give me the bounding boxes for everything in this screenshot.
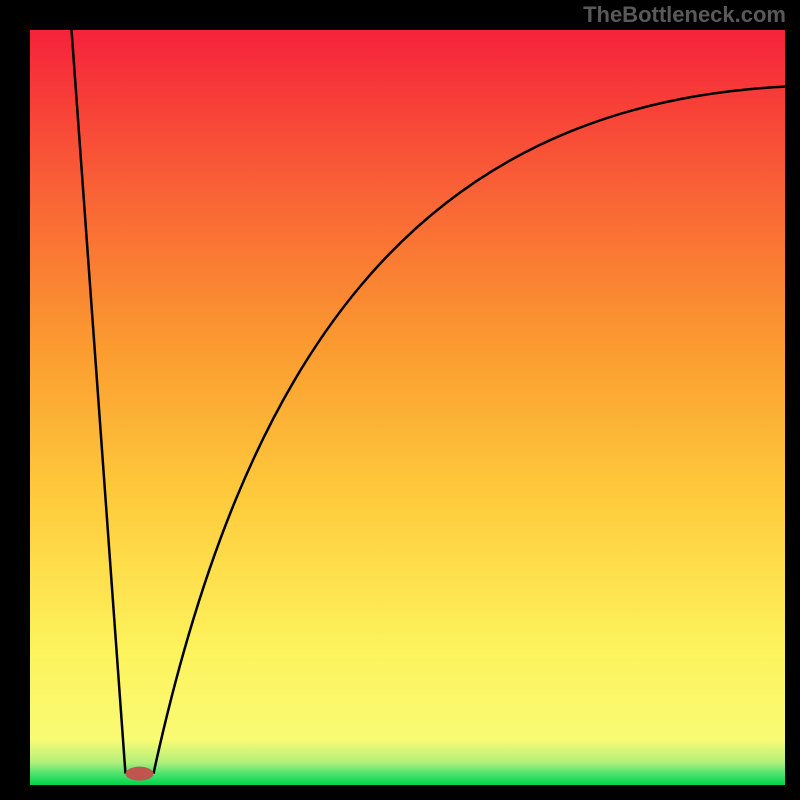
canvas: TheBottleneck.com — [0, 0, 800, 800]
optimum-marker — [125, 767, 153, 781]
curve-right — [153, 87, 785, 774]
watermark-text: TheBottleneck.com — [583, 2, 786, 28]
plot-area — [30, 30, 785, 785]
curve-left — [72, 30, 126, 774]
curve-layer — [30, 30, 785, 785]
